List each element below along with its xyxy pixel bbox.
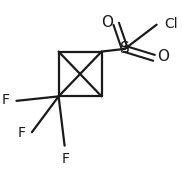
Text: O: O (101, 15, 113, 30)
Text: S: S (120, 41, 130, 56)
Text: F: F (18, 126, 26, 140)
Text: Cl: Cl (164, 17, 178, 31)
Text: O: O (157, 50, 169, 64)
Text: F: F (62, 153, 70, 167)
Text: F: F (2, 93, 10, 107)
